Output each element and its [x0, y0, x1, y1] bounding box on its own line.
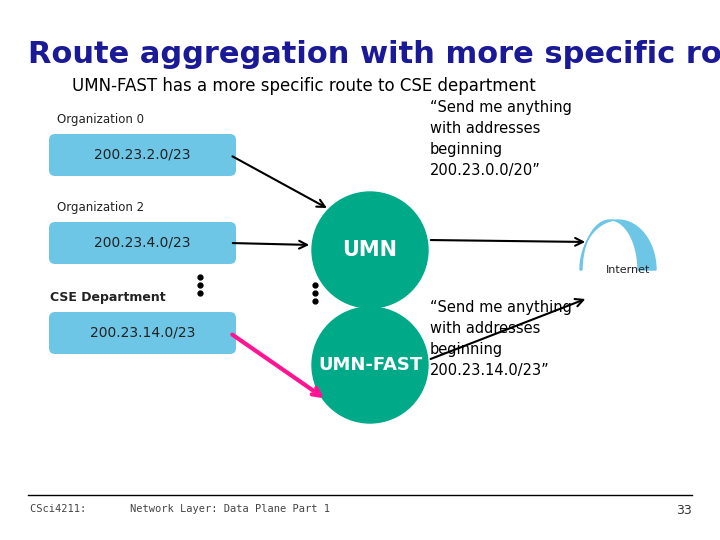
Text: 200.23.4.0/23: 200.23.4.0/23 — [94, 236, 191, 250]
Text: CSci4211:       Network Layer: Data Plane Part 1: CSci4211: Network Layer: Data Plane Part… — [30, 504, 330, 514]
Text: 200.23.2.0/23: 200.23.2.0/23 — [94, 148, 191, 162]
Text: UMN-FAST: UMN-FAST — [318, 356, 422, 374]
Text: “Send me anything
with addresses
beginning
200.23.14.0/23”: “Send me anything with addresses beginni… — [430, 300, 572, 378]
Text: Internet: Internet — [606, 265, 650, 275]
FancyBboxPatch shape — [49, 134, 236, 176]
Text: UMN-FAST has a more specific route to CSE department: UMN-FAST has a more specific route to CS… — [72, 77, 536, 95]
Text: CSE Department: CSE Department — [50, 291, 166, 304]
FancyBboxPatch shape — [49, 222, 236, 264]
Text: “Send me anything
with addresses
beginning
200.23.0.0/20”: “Send me anything with addresses beginni… — [430, 100, 572, 178]
Polygon shape — [580, 220, 656, 270]
Text: Organization 2: Organization 2 — [57, 201, 144, 214]
Text: UMN: UMN — [343, 240, 397, 260]
Text: Route aggregation with more specific routes: Route aggregation with more specific rou… — [28, 40, 720, 69]
Text: 33: 33 — [676, 504, 692, 517]
Circle shape — [312, 192, 428, 308]
Text: Organization 0: Organization 0 — [57, 113, 144, 126]
Text: 200.23.14.0/23: 200.23.14.0/23 — [90, 326, 195, 340]
Circle shape — [312, 307, 428, 423]
FancyBboxPatch shape — [49, 312, 236, 354]
